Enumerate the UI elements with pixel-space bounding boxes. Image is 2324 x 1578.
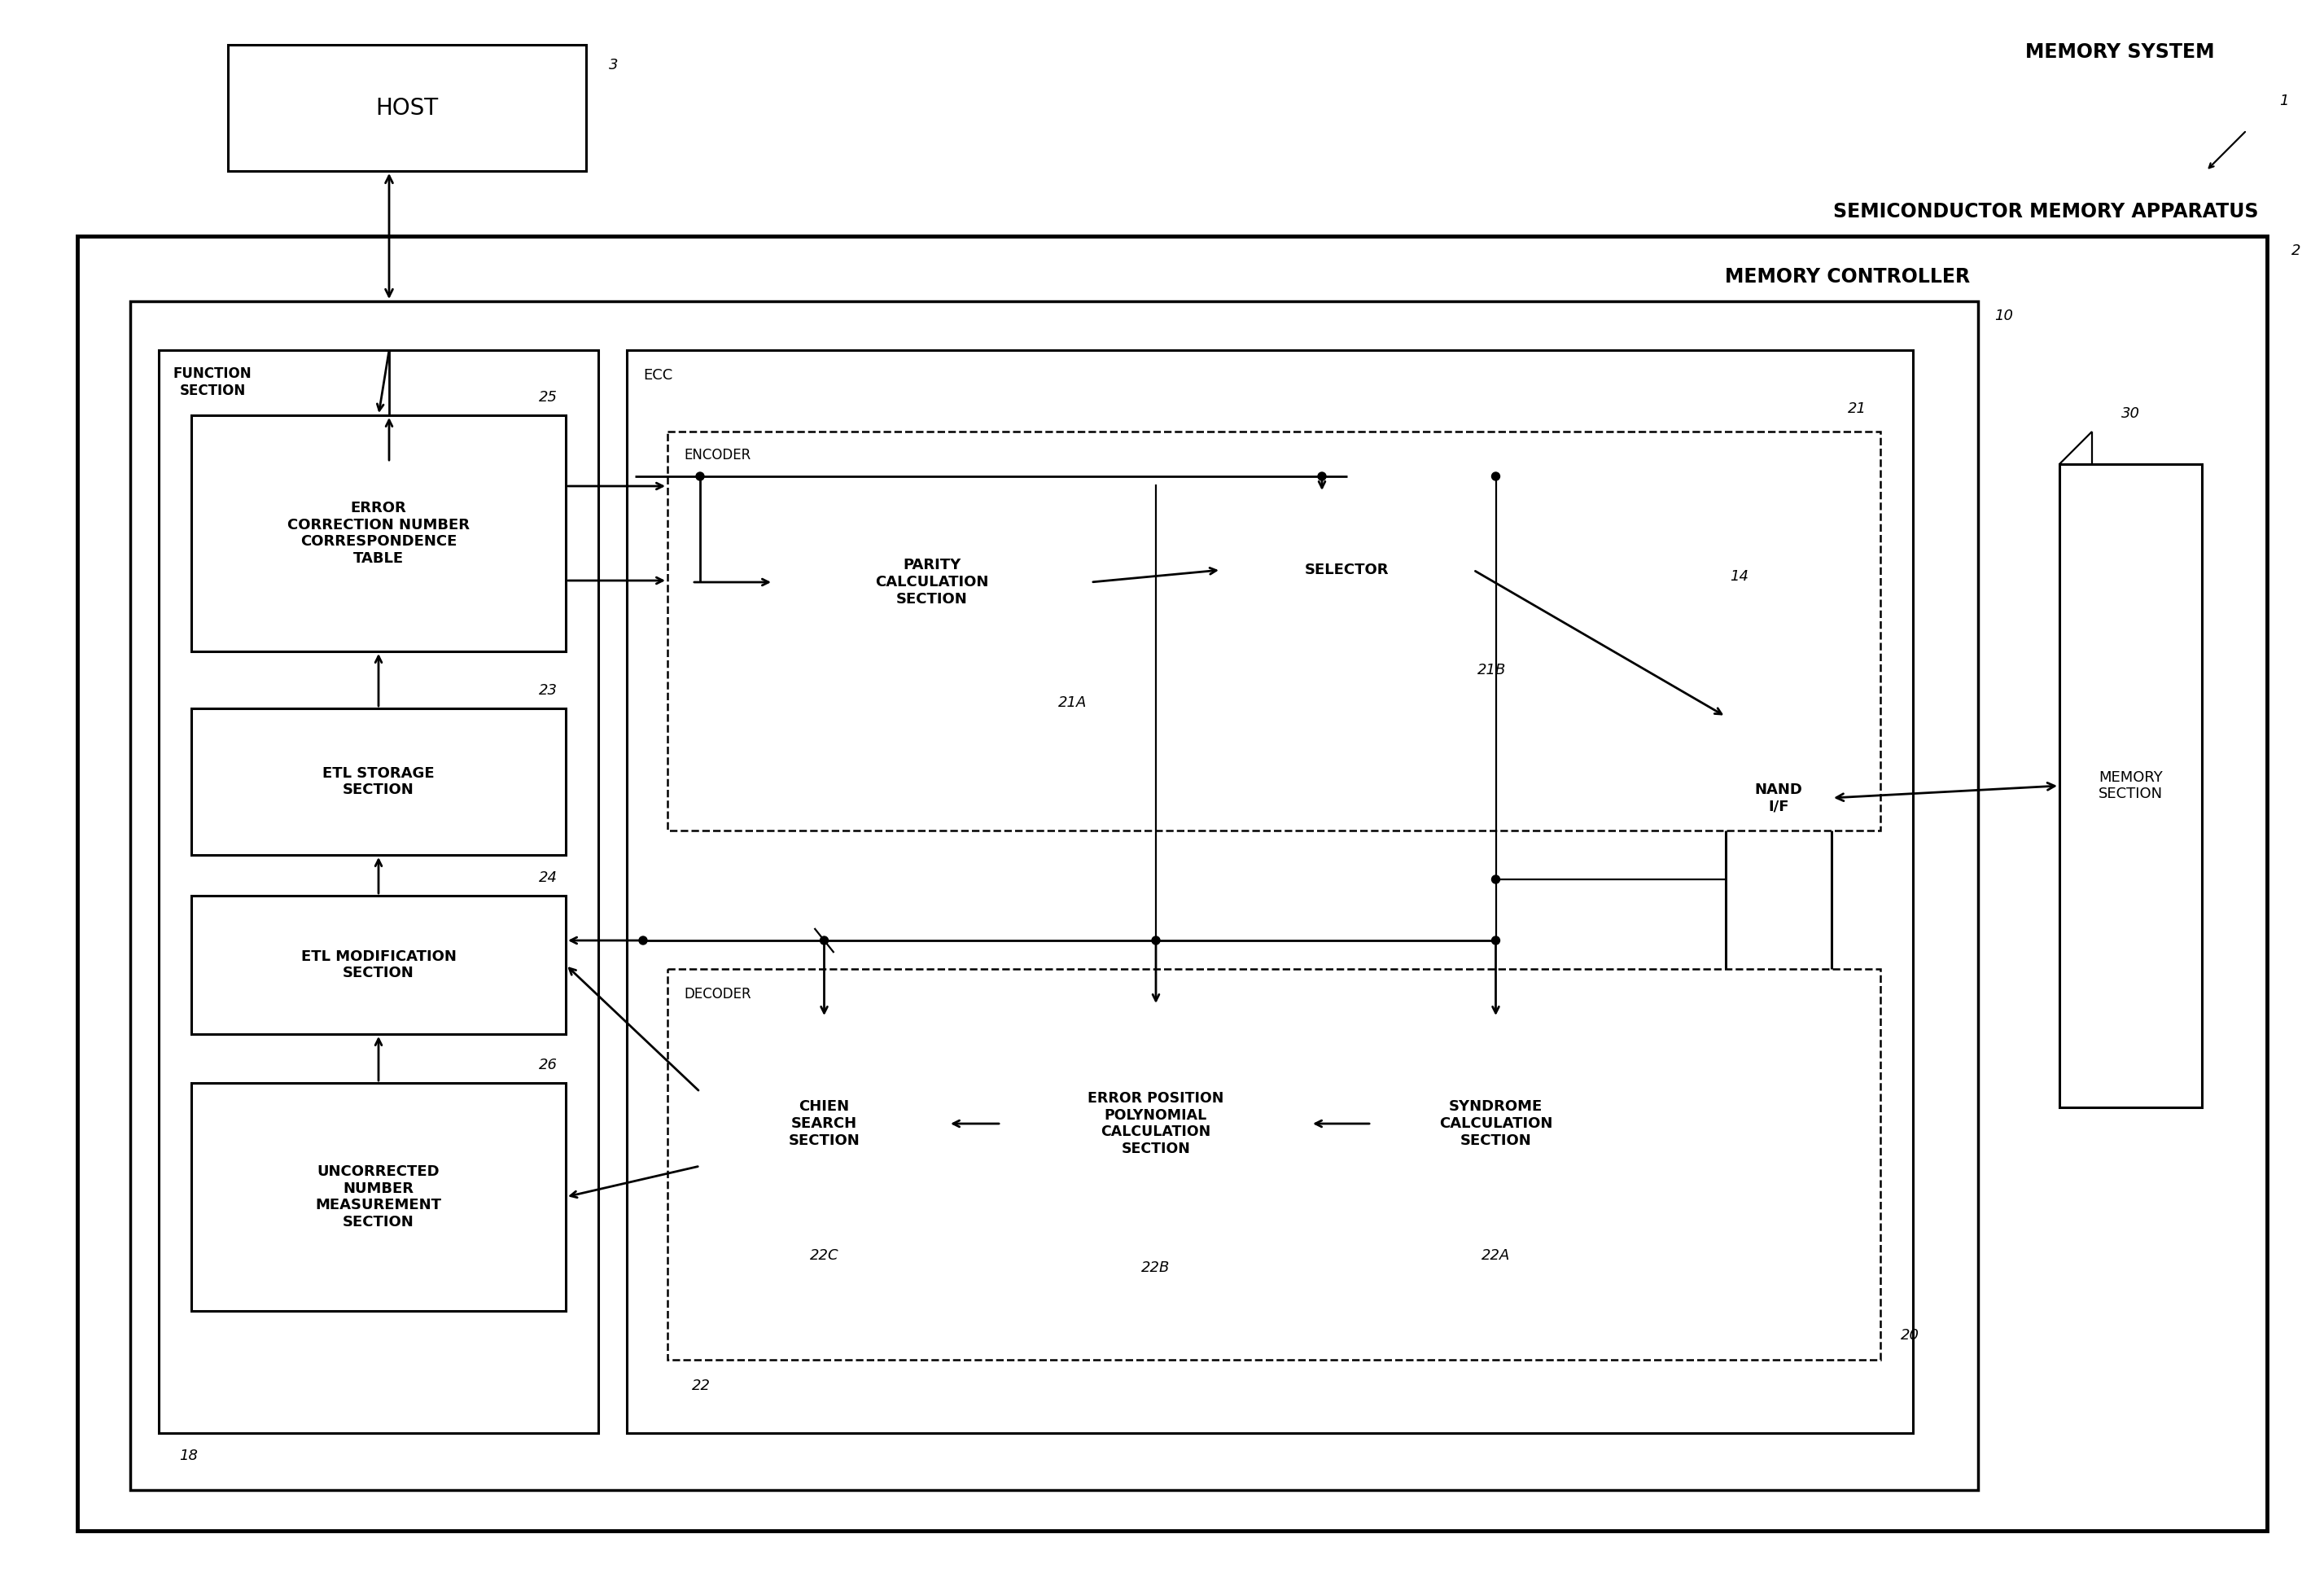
Text: DECODER: DECODER [683,986,751,1002]
Bar [627,350,1913,1433]
Text: MEMORY
SECTION: MEMORY SECTION [2099,770,2164,802]
Circle shape [1492,876,1499,884]
Text: SYNDROME
CALCULATION
SECTION: SYNDROME CALCULATION SECTION [1439,1100,1552,1147]
Text: 22: 22 [693,1379,711,1393]
Text: 1: 1 [2280,93,2289,109]
Text: FUNCTION
SECTION: FUNCTION SECTION [174,366,251,398]
Circle shape [1318,472,1327,480]
Bar [667,431,1880,830]
Text: MEMORY SYSTEM: MEMORY SYSTEM [2024,43,2215,62]
Bar [1727,595,1831,1002]
Bar [228,44,586,170]
Bar [1002,1005,1311,1242]
Text: ECC: ECC [644,368,672,383]
Text: 23: 23 [539,683,558,697]
Text: HOST: HOST [376,96,439,120]
Bar [191,415,565,652]
Text: 30: 30 [2122,406,2140,421]
Bar [1371,1018,1620,1229]
Text: 10: 10 [1994,309,2013,323]
Text: 22C: 22C [809,1248,839,1262]
Text: ERROR
CORRECTION NUMBER
CORRESPONDENCE
TABLE: ERROR CORRECTION NUMBER CORRESPONDENCE T… [288,500,469,567]
Text: MEMORY CONTROLLER: MEMORY CONTROLLER [1724,267,1971,287]
Text: CHIEN
SEARCH
SECTION: CHIEN SEARCH SECTION [788,1100,860,1147]
Text: SEMICONDUCTOR MEMORY APPARATUS: SEMICONDUCTOR MEMORY APPARATUS [1834,202,2259,221]
Circle shape [1153,936,1160,945]
Text: 22A: 22A [1480,1248,1511,1262]
Bar [130,301,1978,1490]
Text: 14: 14 [1729,570,1748,584]
Bar [700,1018,948,1229]
Circle shape [639,936,646,945]
Text: ETL MODIFICATION
SECTION: ETL MODIFICATION SECTION [300,948,456,980]
Text: PARITY
CALCULATION
SECTION: PARITY CALCULATION SECTION [876,559,988,606]
Text: 22B: 22B [1141,1261,1171,1275]
Text: 2: 2 [2291,243,2301,259]
Circle shape [695,472,704,480]
Bar [191,896,565,1034]
Text: UNCORRECTED
NUMBER
MEASUREMENT
SECTION: UNCORRECTED NUMBER MEASUREMENT SECTION [316,1165,442,1229]
Text: 18: 18 [179,1449,198,1463]
Text: 20: 20 [1901,1329,1920,1343]
Text: 21: 21 [1848,401,1866,417]
Bar [667,969,1880,1360]
Bar [191,1083,565,1311]
Text: 26: 26 [539,1057,558,1073]
Text: 24: 24 [539,871,558,885]
Text: NAND
I/F: NAND I/F [1755,783,1803,814]
Text: ENCODER: ENCODER [683,448,751,462]
Bar [2059,464,2201,1108]
Text: 3: 3 [609,58,618,73]
Text: 21B: 21B [1478,663,1506,677]
Text: ETL STORAGE
SECTION: ETL STORAGE SECTION [323,765,435,797]
Text: ERROR POSITION
POLYNOMIAL
CALCULATION
SECTION: ERROR POSITION POLYNOMIAL CALCULATION SE… [1088,1090,1225,1157]
Text: SELECTOR: SELECTOR [1306,563,1390,578]
Text: 25: 25 [539,390,558,404]
Bar [774,484,1090,680]
Circle shape [820,936,827,945]
Circle shape [1492,472,1499,480]
Bar [191,709,565,855]
Bar [158,350,597,1433]
Text: 21A: 21A [1057,696,1088,710]
Bar [1220,492,1473,647]
Bar [77,237,2266,1531]
Circle shape [1492,936,1499,945]
